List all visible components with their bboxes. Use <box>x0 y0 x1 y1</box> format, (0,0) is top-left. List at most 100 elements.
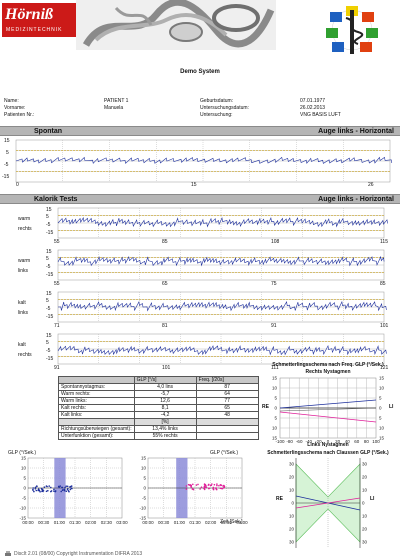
x-tick: 80 <box>364 439 370 444</box>
y-tick: 5 <box>274 396 277 401</box>
data-point <box>219 484 222 486</box>
x-tick: 111 <box>271 365 279 371</box>
y-tick: -5 <box>22 496 26 501</box>
data-point <box>212 486 215 489</box>
y-tick: 5 <box>379 416 382 421</box>
x-tick: 101 <box>380 323 389 329</box>
y-tick: 30 <box>362 540 368 545</box>
data-point <box>190 484 192 486</box>
y-tick: -5 <box>4 162 9 168</box>
x-tick: -40 <box>306 439 313 444</box>
data-point <box>67 488 69 490</box>
data-point <box>54 490 57 492</box>
data-point <box>46 485 48 488</box>
x-tick: -80 <box>286 439 293 444</box>
x-tick: 00:00 <box>142 520 154 525</box>
data-point <box>53 488 55 491</box>
x-tick: 00:30 <box>38 520 50 525</box>
x-tick: 26 <box>368 182 374 188</box>
test-label-1: warm <box>18 258 31 264</box>
glp-chart-left: GLP (°/Sek.) 15 10 5 0 -5 -10 -15 00:00 00:30 01:… <box>0 450 130 542</box>
stats-table: GLP [°/s] Freq. [/20s] Spontannystagmus:… <box>58 376 259 440</box>
y-tick: 15 <box>379 376 385 381</box>
data-point <box>195 484 198 486</box>
series-line <box>279 399 377 409</box>
y-tick: -15 <box>46 272 54 278</box>
x-tick: 01:30 <box>189 520 201 525</box>
data-point <box>199 488 201 490</box>
y-tick: 10 <box>141 466 147 471</box>
exam-date-label: Untersuchungsdatum: <box>200 105 249 111</box>
x-tick: 03:00 <box>116 520 128 525</box>
y-tick: -5 <box>46 222 51 228</box>
data-point <box>192 483 194 486</box>
top-label: Rechts Nystagmen <box>305 369 351 375</box>
y-tick: 5 <box>6 150 9 156</box>
table-row: Kalt links: -4,2 48 <box>58 411 259 419</box>
data-point <box>67 490 70 492</box>
patient-info: Name: PATIENT 1 Vorname: Manuela Patient… <box>4 98 396 120</box>
spontan-subtitle: Auge links - Horizontal <box>318 128 394 135</box>
x-tick: -20 <box>315 439 322 444</box>
y-tick: -15 <box>2 174 10 180</box>
y-tick: 10 <box>379 386 385 391</box>
y-tick: 5 <box>379 396 382 401</box>
x-tick: 60 <box>354 439 360 444</box>
data-point <box>212 488 215 491</box>
birth-label: Geburtsdatum: <box>200 98 234 104</box>
x-unit-label: Zeit [Sek.] <box>220 519 243 525</box>
data-point <box>47 489 49 492</box>
name-value: PATIENT 1 <box>104 98 129 104</box>
y-tick: 20 <box>289 527 295 532</box>
data-point <box>48 485 50 487</box>
exam-label: Untersuchung: <box>200 112 233 118</box>
data-point <box>197 483 199 486</box>
y-tick: 20 <box>289 475 295 480</box>
y-tick: 10 <box>272 426 278 431</box>
y-tick: 0 <box>143 486 146 491</box>
trace-line <box>57 300 387 312</box>
data-point <box>32 487 34 489</box>
y-tick: -5 <box>46 264 51 270</box>
pct-header: [%] <box>133 418 197 426</box>
chart-title: Schmetterlingsschema nach Freq. GLP (°/S… <box>272 362 384 368</box>
test-label-1: kalt <box>18 342 26 348</box>
x-tick: 01:30 <box>69 520 81 525</box>
y-tick: 0 <box>274 406 277 411</box>
x-tick: 02:00 <box>85 520 97 525</box>
kalorik-trace <box>57 249 385 281</box>
y-tick: -15 <box>19 516 26 521</box>
x-tick: 121 <box>380 365 389 371</box>
y-tick: 30 <box>362 462 368 467</box>
data-point <box>218 484 220 487</box>
test-label-2: rechts <box>18 352 32 358</box>
logo-text: Hörniß <box>5 6 54 23</box>
x-tick: 20 <box>335 439 341 444</box>
x-tick: 55 <box>54 281 60 287</box>
right-label: LI <box>389 404 394 410</box>
y-tick: 15 <box>272 436 278 441</box>
x-tick: 0 <box>327 439 330 444</box>
header: Hörniß MEDIZINTECHNIK <box>0 0 400 60</box>
y-tick: 10 <box>21 466 27 471</box>
table-row: Warm links: 12,6 77 <box>58 397 259 405</box>
x-tick: 91 <box>271 323 277 329</box>
data-point <box>203 487 206 490</box>
data-point <box>32 489 34 491</box>
x-tick: 02:00 <box>205 520 217 525</box>
x-tick: 00:00 <box>22 520 34 525</box>
data-point <box>61 489 64 491</box>
table-row: Richtungsüberwiegen (gesamt): 13,4% links <box>58 425 259 433</box>
y-tick: -10 <box>19 506 26 511</box>
test-label-2: links <box>18 310 29 316</box>
table-row: Kalt rechts: 8,1 65 <box>58 404 259 412</box>
data-point <box>187 483 190 486</box>
y-tick: -5 <box>142 496 146 501</box>
patientnr-label: Patienten Nr.: <box>4 112 35 118</box>
butterfly-claussen-plot: 30 30 20 20 10 10 0 0 10 10 20 20 30 30 <box>289 458 368 548</box>
data-point <box>50 490 52 493</box>
table-row: Warm rechts: -5,7 64 <box>58 390 259 398</box>
data-point <box>222 485 224 487</box>
x-tick: 75 <box>271 281 277 287</box>
